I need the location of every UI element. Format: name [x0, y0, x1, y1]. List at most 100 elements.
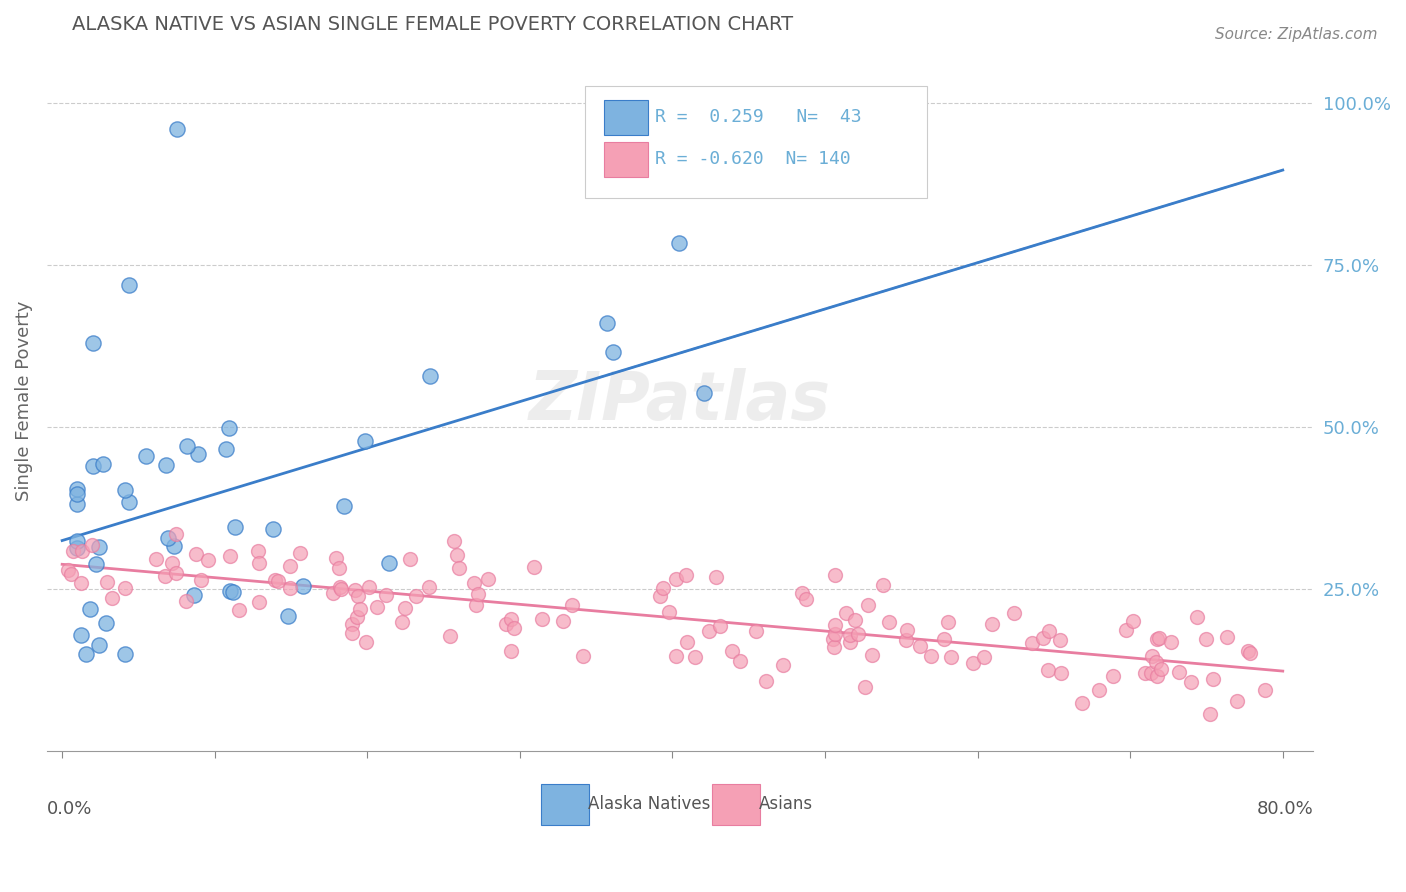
Y-axis label: Single Female Poverty: Single Female Poverty: [15, 301, 32, 501]
Point: [66, 497, 89, 511]
Point: [325, 551, 347, 566]
Point: [896, 623, 918, 637]
Point: [728, 654, 751, 668]
Point: [162, 556, 184, 570]
Point: [79, 602, 101, 616]
Point: [86, 557, 108, 571]
Point: [356, 635, 378, 649]
Point: [157, 532, 180, 546]
Point: [94, 616, 117, 631]
Point: [1180, 674, 1202, 689]
Point: [96, 575, 118, 590]
FancyBboxPatch shape: [541, 784, 589, 825]
Point: [465, 598, 488, 612]
Point: [1185, 609, 1208, 624]
Point: [823, 640, 845, 655]
Point: [602, 345, 624, 359]
Point: [135, 449, 157, 463]
Point: [58, 563, 80, 577]
Point: [962, 657, 984, 671]
Point: [145, 552, 167, 566]
Point: [495, 616, 517, 631]
Point: [1144, 656, 1167, 670]
Point: [174, 594, 197, 608]
Point: [467, 587, 489, 601]
Point: [1160, 635, 1182, 649]
Point: [794, 591, 817, 606]
Point: [1239, 647, 1261, 661]
Point: [419, 368, 441, 383]
Point: [665, 572, 688, 586]
Text: 0.0%: 0.0%: [46, 800, 93, 818]
Point: [835, 606, 858, 620]
Point: [1133, 666, 1156, 681]
Point: [70, 628, 93, 642]
Point: [1150, 662, 1173, 676]
Point: [920, 649, 942, 664]
Point: [477, 572, 499, 586]
Point: [844, 613, 866, 627]
Point: [197, 552, 219, 566]
Point: [439, 629, 461, 643]
Point: [247, 556, 270, 570]
Text: Asians: Asians: [759, 795, 813, 813]
Point: [853, 680, 876, 694]
Point: [166, 566, 188, 581]
Point: [290, 546, 312, 560]
Point: [394, 600, 416, 615]
FancyBboxPatch shape: [605, 142, 648, 177]
Point: [278, 582, 301, 596]
Point: [405, 590, 427, 604]
Point: [82, 335, 104, 350]
Point: [1002, 606, 1025, 620]
Text: ALASKA NATIVE VS ASIAN SINGLE FEMALE POVERTY CORRELATION CHART: ALASKA NATIVE VS ASIAN SINGLE FEMALE POV…: [72, 15, 793, 34]
Point: [772, 657, 794, 672]
Point: [330, 582, 353, 596]
Point: [1146, 632, 1168, 646]
Point: [224, 520, 246, 534]
Point: [264, 573, 287, 587]
FancyBboxPatch shape: [605, 100, 648, 135]
Point: [839, 628, 862, 642]
Point: [1032, 631, 1054, 645]
Point: [551, 614, 574, 628]
Point: [219, 584, 242, 599]
Point: [530, 612, 553, 626]
Point: [59, 566, 82, 581]
Point: [249, 595, 271, 609]
Point: [973, 650, 995, 665]
Point: [391, 615, 413, 629]
Point: [374, 588, 396, 602]
Point: [89, 540, 111, 554]
Point: [346, 589, 368, 603]
Point: [824, 627, 846, 641]
Point: [398, 551, 420, 566]
Point: [117, 495, 139, 509]
Text: R =  0.259   N=  43: R = 0.259 N= 43: [655, 109, 862, 127]
Point: [366, 600, 388, 615]
Point: [165, 526, 187, 541]
Point: [329, 580, 352, 594]
Point: [418, 580, 440, 594]
Point: [118, 277, 141, 292]
Point: [1215, 631, 1237, 645]
Point: [877, 615, 900, 630]
Point: [292, 579, 315, 593]
Point: [80, 538, 103, 552]
Point: [697, 624, 720, 638]
Point: [648, 589, 671, 603]
Point: [1115, 623, 1137, 637]
Text: 80.0%: 80.0%: [1257, 800, 1313, 818]
Point: [1122, 614, 1144, 628]
Point: [463, 576, 485, 591]
Point: [872, 578, 894, 592]
Point: [340, 617, 363, 632]
Point: [1194, 632, 1216, 647]
Point: [328, 560, 350, 574]
Point: [675, 568, 697, 582]
Point: [155, 458, 177, 472]
Point: [342, 626, 364, 640]
Point: [449, 561, 471, 575]
Point: [572, 648, 595, 663]
Point: [228, 602, 250, 616]
